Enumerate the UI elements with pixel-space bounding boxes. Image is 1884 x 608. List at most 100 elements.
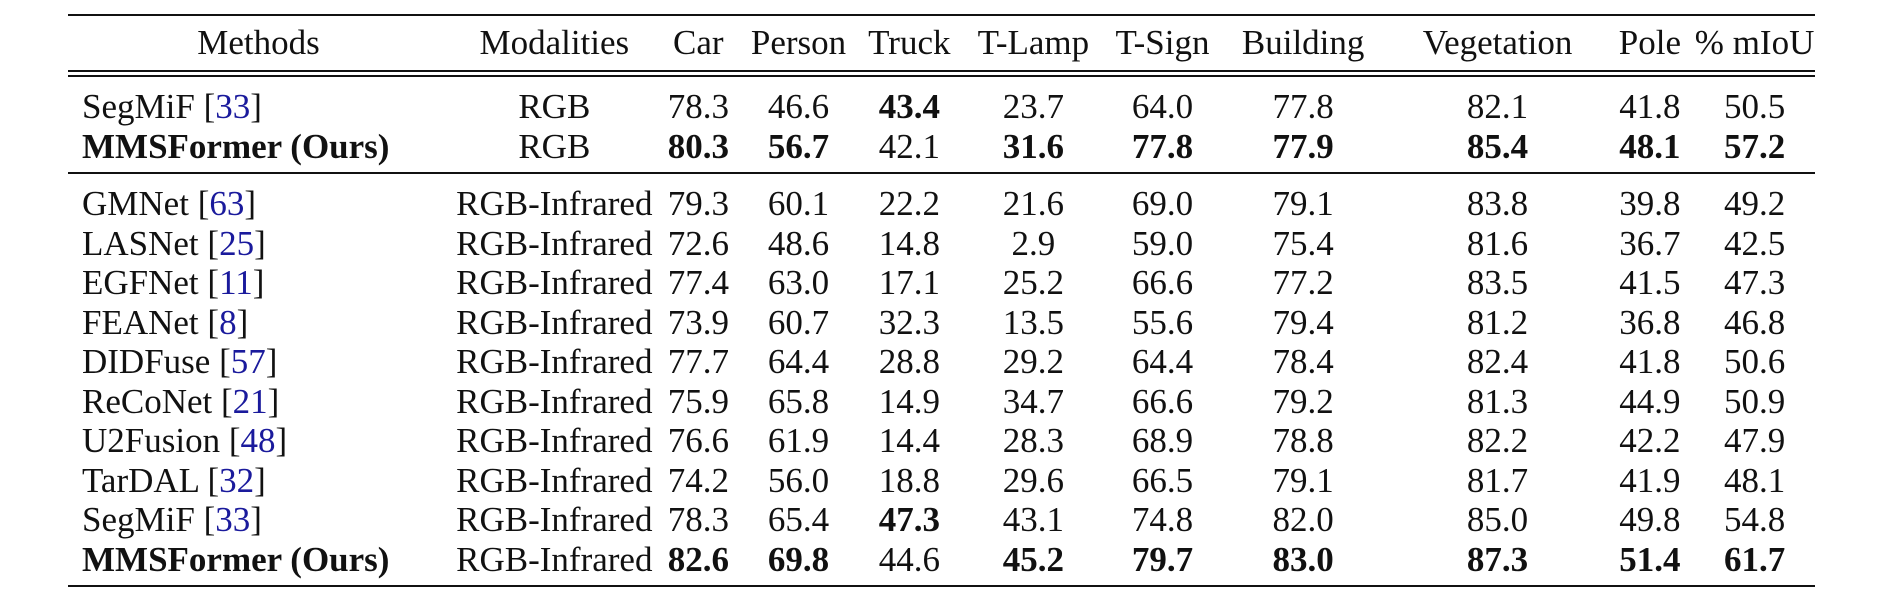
value-cell: 75.9 <box>667 381 729 421</box>
modality-cell: RGB-Infrared <box>456 184 653 223</box>
value-cell: 66.5 <box>1131 460 1194 500</box>
value-cell: 44.9 <box>1619 381 1681 421</box>
value-cell: 61.7 <box>1723 539 1786 579</box>
column-header: Modalities <box>479 23 630 63</box>
citation-link[interactable]: 11 <box>219 263 253 302</box>
column-header: Building <box>1241 23 1365 63</box>
value-cell: 69.0 <box>1131 184 1194 223</box>
value-cell: 79.2 <box>1272 381 1334 421</box>
value-cell: 79.1 <box>1272 184 1334 223</box>
value-cell: 48.1 <box>1619 126 1681 166</box>
value-cell: 74.2 <box>667 460 729 500</box>
modality-cell: RGB-Infrared <box>456 342 653 381</box>
value-cell: 34.7 <box>1002 381 1065 421</box>
modality-cell: RGB-Infrared <box>456 381 653 421</box>
citation-link[interactable]: 48 <box>240 421 276 460</box>
value-cell: 77.8 <box>1272 87 1334 126</box>
table-row: GMNet [63] RGB-Infrared 79.3 60.1 22.2 21.6 69… <box>68 173 1815 224</box>
value-cell: 36.7 <box>1619 223 1681 263</box>
value-cell: 42.5 <box>1723 223 1786 263</box>
column-header: Truck <box>868 23 951 63</box>
value-cell: 28.8 <box>878 342 940 381</box>
value-cell: 42.2 <box>1619 421 1681 460</box>
value-cell: 57.2 <box>1723 126 1786 166</box>
value-cell: 65.4 <box>767 500 830 539</box>
value-cell: 78.3 <box>667 500 729 539</box>
method-name: SegMiF <box>82 500 195 539</box>
table-row: TarDAL [32] RGB-Infrared 74.2 56.0 18.8 29.6 6… <box>68 461 1815 501</box>
value-cell: 77.2 <box>1272 263 1334 302</box>
value-cell: 45.2 <box>1002 539 1065 579</box>
value-cell: 85.4 <box>1466 126 1529 166</box>
method-name: U2Fusion <box>82 421 221 460</box>
citation-link[interactable]: 57 <box>230 342 266 381</box>
citation-link[interactable]: 32 <box>219 460 255 500</box>
value-cell: 64.4 <box>1131 342 1194 381</box>
value-cell: 41.8 <box>1619 87 1681 126</box>
method-name: MMSFormer (Ours) <box>82 539 390 579</box>
value-cell: 51.4 <box>1619 539 1681 579</box>
value-cell: 77.7 <box>667 342 729 381</box>
value-cell: 48.6 <box>767 223 830 263</box>
citation-link[interactable]: 33 <box>215 87 251 126</box>
value-cell: 81.7 <box>1466 460 1529 500</box>
header-row: Methods Modalities Car Person Truck T-Lamp T-S… <box>68 15 1815 74</box>
method-name: TarDAL <box>82 460 199 500</box>
method-cell: GMNet [63] <box>82 184 256 223</box>
citation-link[interactable]: 8 <box>219 302 237 342</box>
value-cell: 80.3 <box>667 126 729 166</box>
modality-cell: RGB-Infrared <box>456 500 653 539</box>
value-cell: 72.6 <box>667 223 729 263</box>
value-cell: 46.8 <box>1723 302 1786 342</box>
table-row: U2Fusion [48] RGB-Infrared 76.6 61.9 14.4 28.… <box>68 421 1815 461</box>
value-cell: 56.0 <box>767 460 830 500</box>
value-cell: 28.3 <box>1002 421 1065 460</box>
value-cell: 17.1 <box>878 263 940 302</box>
value-cell: 77.8 <box>1131 126 1194 166</box>
value-cell: 82.4 <box>1466 342 1529 381</box>
results-table-container: Methods Modalities Car Person Truck T-Lamp T-S… <box>68 14 1815 587</box>
value-cell: 31.6 <box>1002 126 1065 166</box>
value-cell: 87.3 <box>1466 539 1529 579</box>
value-cell: 79.3 <box>667 184 729 223</box>
value-cell: 82.6 <box>667 539 729 579</box>
citation-link[interactable]: 63 <box>209 184 245 223</box>
value-cell: 32.3 <box>878 302 940 342</box>
value-cell: 47.3 <box>878 500 940 539</box>
value-cell: 54.8 <box>1723 500 1786 539</box>
method-cell: MMSFormer (Ours) <box>68 127 449 174</box>
value-cell: 81.6 <box>1466 223 1529 263</box>
method-name: FEANet <box>82 302 199 342</box>
citation-link[interactable]: 33 <box>215 500 251 539</box>
column-header: Person <box>750 23 847 63</box>
value-cell: 61.9 <box>767 421 830 460</box>
value-cell: 83.0 <box>1272 539 1334 579</box>
value-cell: 13.5 <box>1002 302 1065 342</box>
method-name: ReCoNet <box>82 381 213 421</box>
value-cell: 75.4 <box>1272 223 1334 263</box>
value-cell: 47.9 <box>1723 421 1786 460</box>
value-cell: 83.5 <box>1466 263 1529 302</box>
value-cell: 22.2 <box>878 184 940 223</box>
method-cell: MMSFormer (Ours) <box>68 540 449 587</box>
value-cell: 64.0 <box>1131 87 1194 126</box>
value-cell: 77.9 <box>1272 126 1334 166</box>
value-cell: 79.4 <box>1272 302 1334 342</box>
method-cell: EGFNet [11] <box>82 263 265 302</box>
table-row: DIDFuse [57] RGB-Infrared 77.7 64.4 28.8 29.2… <box>68 342 1815 382</box>
value-cell: 44.6 <box>878 539 940 579</box>
citation-link[interactable]: 21 <box>232 381 268 421</box>
value-cell: 55.6 <box>1131 302 1194 342</box>
table-row: EGFNet [11] RGB-Infrared 77.4 63.0 17.1 25.2 6… <box>68 263 1815 303</box>
modality-cell: RGB-Infrared <box>456 223 653 263</box>
value-cell: 50.6 <box>1723 342 1786 381</box>
table-row: ReCoNet [21] RGB-Infrared 75.9 65.8 14.9 34.7… <box>68 382 1815 422</box>
modality-cell: RGB-Infrared <box>456 263 653 302</box>
value-cell: 78.8 <box>1272 421 1334 460</box>
value-cell: 78.3 <box>667 87 729 126</box>
value-cell: 78.4 <box>1272 342 1334 381</box>
value-cell: 42.1 <box>878 126 940 166</box>
method-cell: LASNet [25] <box>82 223 266 263</box>
method-cell: DIDFuse [57] <box>82 342 278 381</box>
citation-link[interactable]: 25 <box>219 223 255 263</box>
